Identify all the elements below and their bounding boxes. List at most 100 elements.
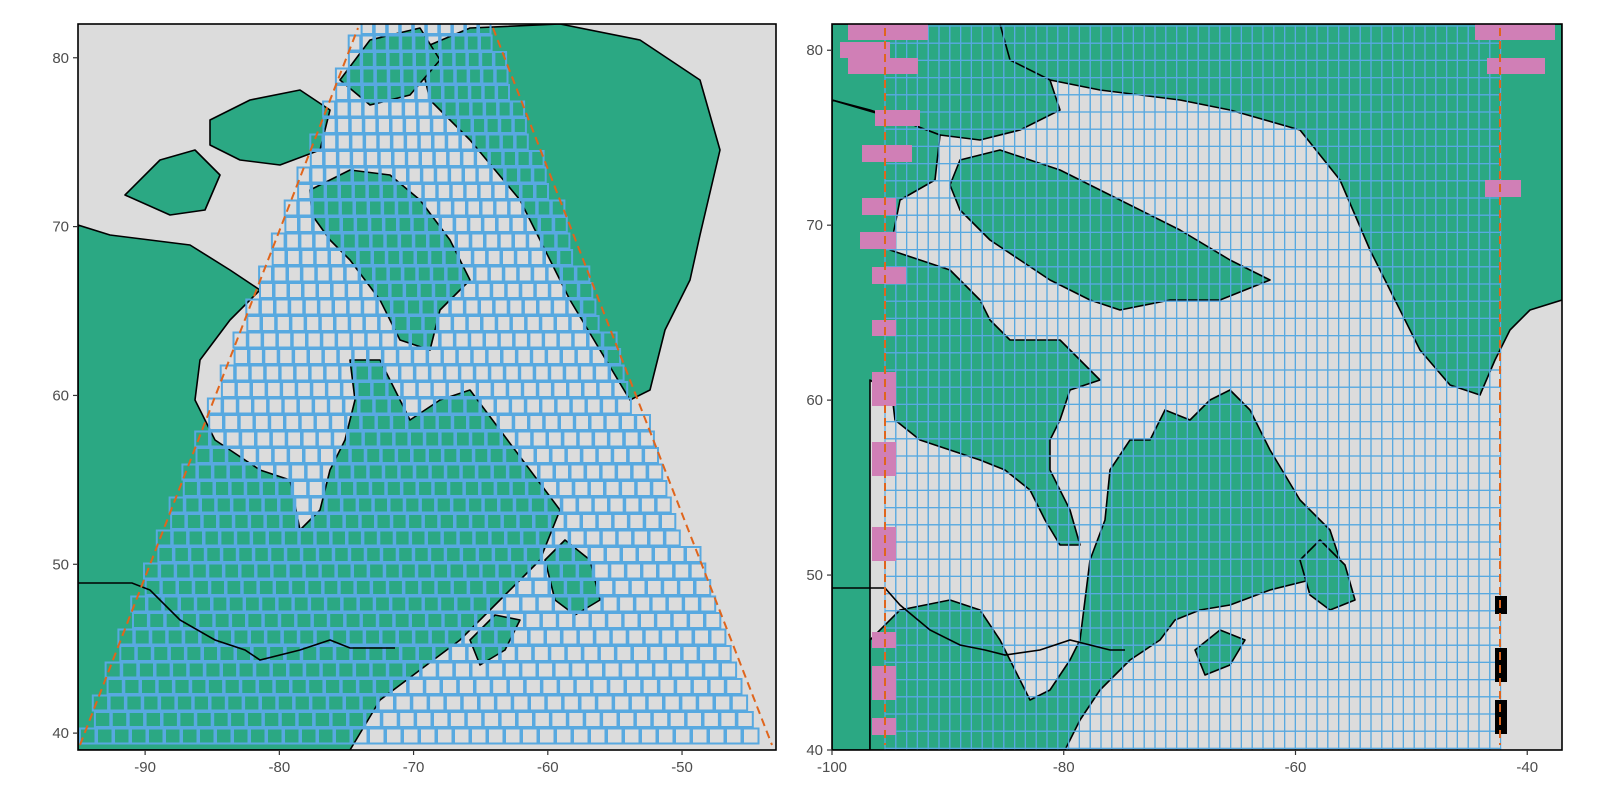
grid-cell <box>369 216 384 233</box>
grid-cell <box>416 265 432 283</box>
grid-cell <box>452 414 469 431</box>
grid-cell <box>575 348 592 365</box>
grid-cell <box>339 480 356 497</box>
grid-cell <box>612 381 629 398</box>
grid-cell <box>616 529 634 547</box>
grid-cell <box>513 232 528 250</box>
grid-cell <box>466 315 482 332</box>
grid-cell <box>691 678 710 695</box>
grid-cell <box>110 711 129 728</box>
grid-cell <box>521 529 538 547</box>
grid-cell <box>539 216 554 233</box>
grid-cell <box>419 579 437 596</box>
grid-cell <box>523 463 539 481</box>
grid-cell <box>1208 747 1221 750</box>
grid-cell <box>325 496 342 514</box>
grid-cell <box>466 645 484 662</box>
grid-cell <box>557 612 575 629</box>
grid-cell <box>411 694 429 712</box>
grid-cell <box>339 364 355 382</box>
grid-cell <box>402 727 420 745</box>
grid-cell <box>214 480 231 497</box>
grid-cell <box>608 678 626 695</box>
grid-cell <box>606 612 624 629</box>
grid-cell <box>260 595 278 613</box>
grid-cell <box>634 711 653 728</box>
grid-cell <box>296 166 311 184</box>
grid-cell <box>386 249 402 266</box>
grid-cell <box>420 298 436 316</box>
grid-cell <box>203 529 220 547</box>
grid-cell <box>730 694 749 712</box>
grid-cell <box>387 579 404 596</box>
grid-cell <box>466 199 481 217</box>
grid-cell <box>513 414 530 431</box>
grid-cell <box>496 84 511 101</box>
grid-cell <box>243 463 260 481</box>
grid-cell <box>412 24 427 35</box>
grid-cell <box>313 711 332 728</box>
grid-cell <box>185 645 203 662</box>
grid-cell <box>417 645 434 662</box>
grid-cell <box>1111 747 1124 750</box>
grid-cell <box>470 232 485 250</box>
grid-cell <box>367 645 385 662</box>
grid-cell <box>283 199 299 217</box>
grid-cell <box>241 447 258 464</box>
grid-cell <box>237 397 254 415</box>
grid-cell <box>296 381 312 398</box>
grid-cell <box>213 612 231 629</box>
grid-cell <box>347 711 365 728</box>
grid-cell <box>708 678 726 695</box>
grid-cell <box>1337 747 1350 750</box>
grid-cell <box>293 694 311 712</box>
grid-cell <box>471 348 488 365</box>
grid-cell <box>349 315 365 332</box>
grid-cell <box>321 331 337 349</box>
grid-cell <box>373 24 388 35</box>
grid-cell <box>361 67 376 85</box>
grid-cell <box>665 645 683 662</box>
grid-cell <box>520 183 535 200</box>
grid-cell <box>544 249 559 266</box>
left-axes: -90 -80 -70 -60 -50 40 50 60 70 80 <box>52 50 693 776</box>
grid-cell <box>604 414 621 431</box>
grid-cell <box>546 265 562 283</box>
grid-cell <box>230 612 248 629</box>
grid-cell <box>1057 747 1070 750</box>
y-tick-label: 70 <box>806 217 823 234</box>
grid-cell <box>512 694 530 712</box>
grid-cell <box>479 397 496 415</box>
grid-cell <box>381 711 399 728</box>
grid-cell <box>401 480 418 497</box>
grid-cell <box>299 232 315 250</box>
grid-cell <box>1402 747 1415 750</box>
grid-cell <box>570 661 588 679</box>
grid-cell <box>344 694 362 712</box>
grid-cell <box>504 364 520 382</box>
problem-cell <box>860 232 896 249</box>
grid-cell <box>302 282 318 299</box>
grid-cell <box>612 513 629 530</box>
grid-cell <box>402 265 418 283</box>
grid-cell <box>392 150 407 167</box>
wedge-right-edge <box>492 27 773 746</box>
grid-cell <box>558 678 576 695</box>
grid-cell <box>448 562 466 580</box>
grid-cell <box>461 694 480 712</box>
grid-cell <box>427 51 441 68</box>
grid-cell <box>507 463 524 481</box>
grid-cell <box>484 331 500 349</box>
grid-cell <box>585 463 602 481</box>
grid-cell <box>627 447 644 464</box>
grid-cell <box>530 150 545 167</box>
edge-problem-cells <box>840 24 1555 735</box>
grid-cell <box>469 331 485 349</box>
grid-cell <box>361 51 375 68</box>
grid-cell <box>157 546 174 563</box>
grid-cell <box>450 183 466 200</box>
grid-cell <box>304 661 322 679</box>
grid-cell <box>410 612 427 629</box>
grid-cell <box>613 579 631 596</box>
grid-cell <box>528 628 546 646</box>
